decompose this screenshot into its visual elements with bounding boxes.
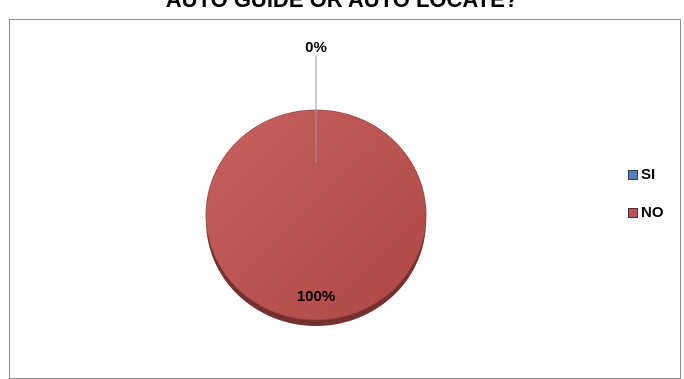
legend-label-no: NO — [641, 204, 664, 221]
legend-label-si: SI — [641, 166, 656, 183]
data-label-si: 0% — [305, 39, 327, 56]
legend-item-no: NO — [628, 204, 664, 222]
legend-swatch-no — [628, 208, 638, 218]
legend-swatch-si — [628, 170, 638, 180]
pie-slice-shading-no — [206, 110, 426, 320]
legend: SI NO — [628, 166, 664, 242]
chart-title: AUTO GUIDE OR AUTO LOCATE? — [0, 0, 684, 12]
data-label-no: 100% — [297, 288, 335, 305]
pie-chart: 0% 100% — [205, 39, 427, 326]
legend-item-si: SI — [628, 166, 664, 184]
